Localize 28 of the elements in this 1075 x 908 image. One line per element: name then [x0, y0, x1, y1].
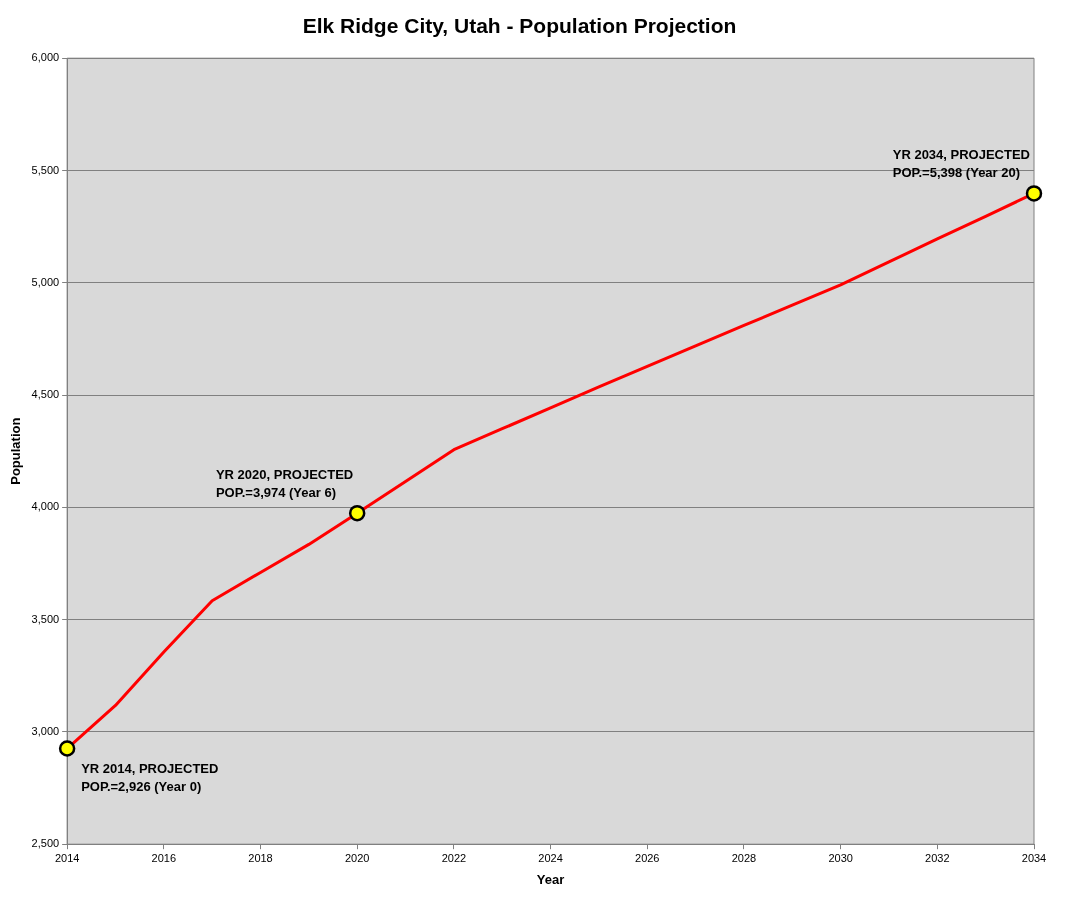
annotation: YR 2034, PROJECTED POP.=5,398 (Year 20)	[892, 147, 1031, 181]
x-tick-label: 2034	[1021, 851, 1047, 864]
y-axis-title: Population	[8, 417, 24, 485]
point	[1025, 185, 1043, 202]
x-tick-label: 2020	[344, 851, 370, 864]
y-tick-label: 6,000	[31, 51, 60, 64]
x-tick-label: 2028	[731, 851, 757, 864]
chart-title: Elk Ridge City, Utah - Population Projection	[302, 14, 737, 38]
y-tick-label: 4,000	[31, 500, 60, 513]
annotation: YR 2014, PROJECTED POP.=2,926 (Year 0)	[81, 760, 219, 794]
x-tick-label: 2024	[538, 851, 563, 864]
annotation: YR 2020, PROJECTED POP.=3,974 (Year 6)	[215, 467, 354, 501]
x-tick-label: 2016	[151, 851, 177, 864]
x-tick-label: 2026	[635, 851, 660, 864]
y-tick-label: 5,500	[31, 163, 60, 176]
x-tick-label: 2022	[441, 851, 467, 864]
y-tick-label: 5,000	[31, 275, 60, 288]
y-tick-label: 4,500	[31, 388, 60, 401]
x-tick-label: 2014	[54, 851, 80, 864]
x-tick-label: 2030	[828, 851, 853, 864]
x-tick-label: 2018	[248, 851, 273, 864]
y-tick-label: 3,000	[31, 724, 60, 737]
x-tick-label: 2032	[925, 851, 950, 864]
y-tick-label: 2,500	[31, 837, 60, 850]
point	[58, 740, 76, 757]
x-axis-title: Year	[536, 871, 565, 887]
point	[348, 504, 366, 522]
y-tick-label: 3,500	[31, 612, 60, 625]
